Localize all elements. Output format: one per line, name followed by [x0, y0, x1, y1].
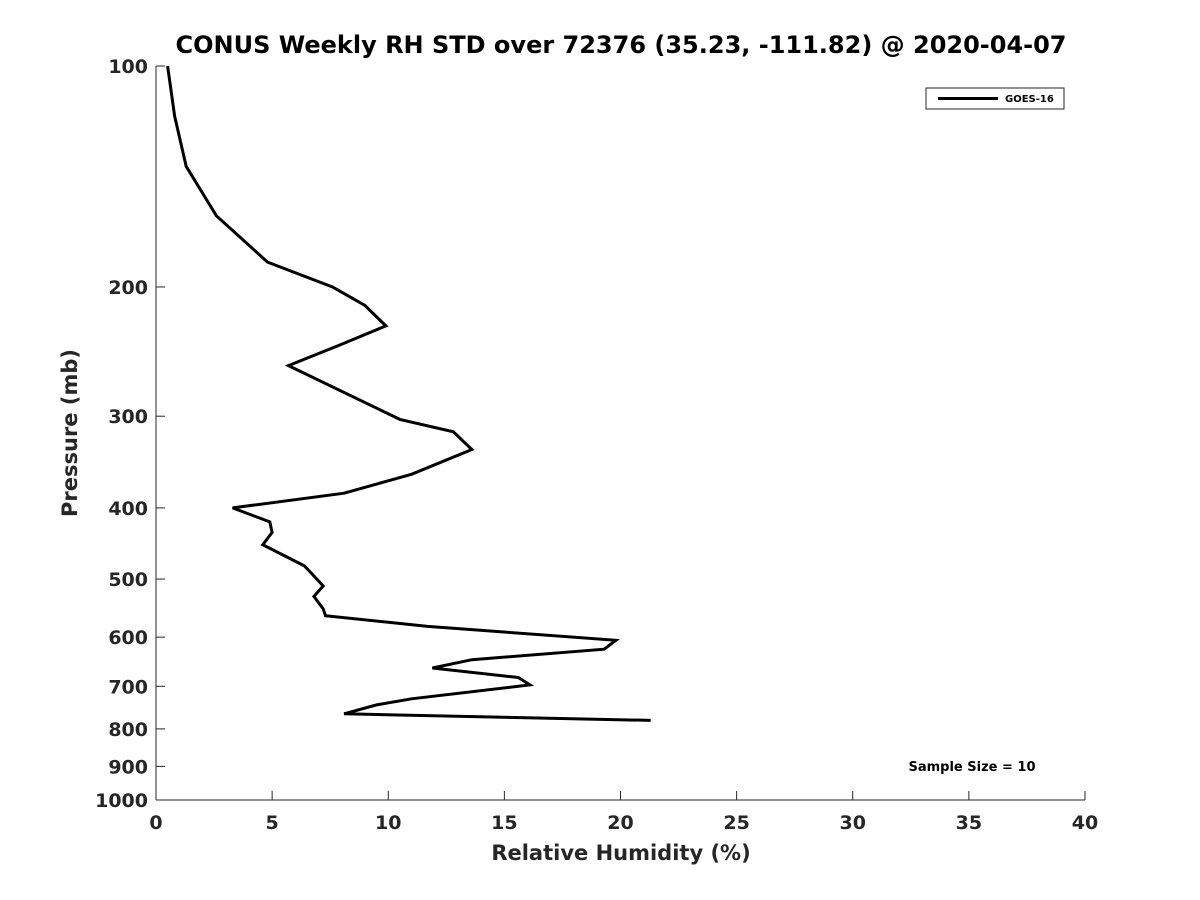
- x-ticks: 0 5 10 15 20 25 30 35 40: [149, 791, 1098, 834]
- x-tick-label: 30: [840, 812, 866, 834]
- y-tick-label: 600: [108, 627, 148, 649]
- x-tick-label: 40: [1072, 812, 1098, 834]
- y-tick-label: 700: [108, 676, 148, 698]
- x-tick-label: 5: [266, 812, 279, 834]
- x-tick-label: 15: [491, 812, 517, 834]
- x-tick-label: 35: [956, 812, 982, 834]
- y-tick-label: 1000: [95, 790, 148, 812]
- x-axis-label: Relative Humidity (%): [491, 841, 750, 865]
- series-line-goes-16: [166, 65, 651, 722]
- x-tick-label: 0: [149, 812, 162, 834]
- x-tick-label: 25: [723, 812, 749, 834]
- y-tick-label: 100: [108, 56, 148, 78]
- chart-title: CONUS Weekly RH STD over 72376 (35.23, -…: [175, 31, 1066, 59]
- legend: GOES-16: [925, 87, 1065, 110]
- sample-size-annotation: Sample Size = 10: [908, 760, 1035, 775]
- series-layer: [166, 65, 651, 722]
- y-tick-label: 400: [108, 498, 148, 520]
- x-tick-label: 20: [607, 812, 633, 834]
- y-tick-label: 500: [108, 569, 148, 591]
- y-tick-label: 300: [108, 406, 148, 428]
- y-tick-label: 900: [108, 756, 148, 778]
- y-tick-label: 200: [108, 277, 148, 299]
- axes: [155, 66, 1085, 801]
- legend-label: GOES-16: [1005, 94, 1054, 105]
- x-tick-label: 10: [375, 812, 401, 834]
- y-tick-label: 800: [108, 719, 148, 741]
- y-axis-label: Pressure (mb): [58, 349, 82, 517]
- y-ticks: 100 200 300 400 500 600 700 800 900 1000: [95, 56, 165, 812]
